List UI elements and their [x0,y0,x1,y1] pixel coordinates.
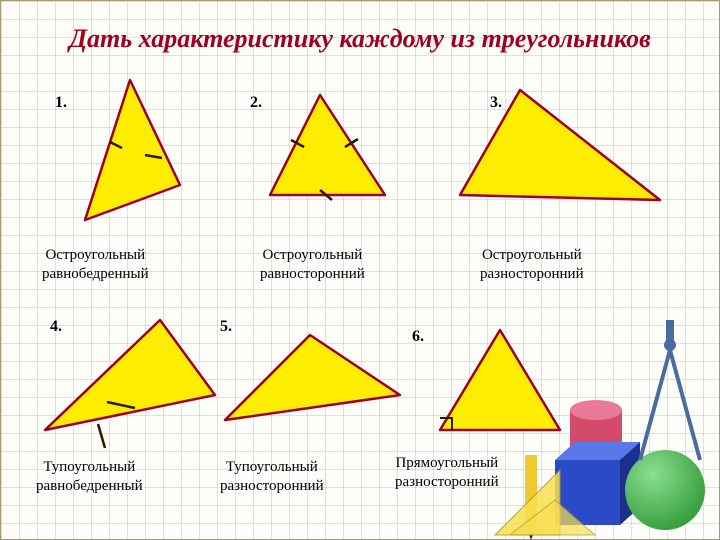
deco-cylinder-top [570,400,622,420]
triangle-caption: Остроугольныйразносторонний [480,246,584,284]
triangle-caption: Прямоугольныйразносторонний [395,454,499,492]
triangle-number: 2. [250,94,262,112]
triangle-number: 3. [490,94,502,112]
triangle-number: 6. [412,328,424,346]
triangle-5 [225,335,400,420]
tick-mark [98,424,105,448]
page-title: Дать характеристику каждому из треугольн… [0,24,720,54]
deco-compass-leg [670,350,700,460]
triangle-6 [440,330,560,430]
triangle-number: 1. [55,94,67,112]
triangle-caption: Тупоугольныйравнобедренный [36,458,143,496]
triangle-1 [85,80,180,220]
triangle-caption: Остроугольныйравнобедренный [42,246,149,284]
triangle-caption: Тупоугольныйразносторонний [220,458,324,496]
triangle-4 [45,320,215,430]
deco-compass-leg [640,350,670,460]
deco-pencil-lead [529,535,533,540]
deco-compass-handle [666,320,674,342]
triangle-caption: Остроугольныйравносторонний [260,246,365,284]
deco-sphere [625,450,705,530]
triangle-number: 4. [50,318,62,336]
triangle-number: 5. [220,318,232,336]
triangle-2 [270,95,385,195]
